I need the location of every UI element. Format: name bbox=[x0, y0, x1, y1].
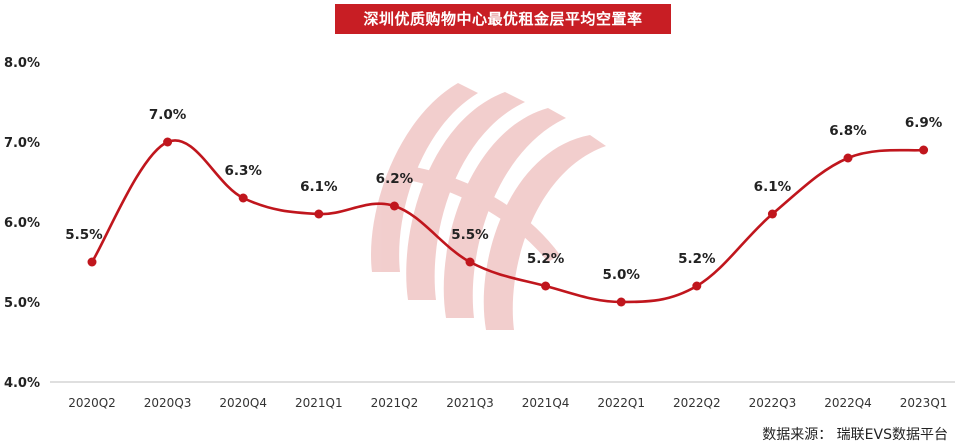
data-point[interactable] bbox=[314, 209, 324, 219]
data-label: 6.3% bbox=[224, 163, 262, 179]
data-point[interactable] bbox=[843, 153, 853, 163]
x-tick-label: 2020Q3 bbox=[144, 396, 192, 410]
data-point[interactable] bbox=[163, 137, 173, 147]
data-point[interactable] bbox=[692, 281, 702, 291]
data-point[interactable] bbox=[919, 145, 929, 155]
data-point[interactable] bbox=[465, 257, 475, 267]
data-point[interactable] bbox=[238, 193, 248, 203]
x-tick-label: 2022Q4 bbox=[824, 396, 872, 410]
data-labels: 5.5% 7.0% 6.3% 6.1% 6.2% 5.5% 5.2% 5.0% 5.2% 6.1%… bbox=[65, 107, 943, 283]
x-tick-label: 2022Q1 bbox=[597, 396, 645, 410]
y-tick-label: 6.0% bbox=[4, 216, 40, 231]
x-tick-label: 2020Q4 bbox=[219, 396, 267, 410]
data-label: 6.1% bbox=[754, 179, 792, 195]
x-tick-label: 2023Q1 bbox=[900, 396, 948, 410]
y-axis-ticks: 4.0% 5.0% 6.0% 7.0% 8.0% bbox=[4, 56, 40, 391]
data-label: 6.2% bbox=[376, 171, 414, 187]
data-label: 7.0% bbox=[149, 107, 187, 123]
x-axis-ticks: 2020Q2 2020Q3 2020Q4 2021Q1 2021Q2 2021Q3 2021… bbox=[68, 396, 947, 410]
data-label: 5.5% bbox=[65, 227, 103, 243]
data-label: 5.5% bbox=[451, 227, 489, 243]
x-tick-label: 2021Q2 bbox=[371, 396, 419, 410]
x-tick-label: 2022Q3 bbox=[749, 396, 797, 410]
source-note: 数据来源： 瑞联EVS数据平台 bbox=[762, 427, 948, 443]
y-tick-label: 8.0% bbox=[4, 56, 40, 71]
watermark-stroke bbox=[371, 83, 478, 272]
data-label: 5.2% bbox=[527, 251, 565, 267]
watermark-stroke bbox=[396, 165, 560, 262]
data-point[interactable] bbox=[541, 281, 551, 291]
x-tick-label: 2020Q2 bbox=[68, 396, 116, 410]
data-label: 6.9% bbox=[905, 115, 943, 131]
data-label: 5.0% bbox=[602, 267, 640, 283]
y-tick-label: 7.0% bbox=[4, 136, 40, 151]
data-point[interactable] bbox=[87, 257, 97, 267]
x-tick-label: 2021Q1 bbox=[295, 396, 343, 410]
x-tick-label: 2021Q4 bbox=[522, 396, 570, 410]
data-point[interactable] bbox=[616, 297, 626, 307]
chart-title: 深圳优质购物中心最优租金层平均空置率 bbox=[335, 4, 671, 34]
watermark-stroke bbox=[406, 92, 525, 300]
data-point[interactable] bbox=[767, 209, 777, 219]
x-tick-label: 2021Q3 bbox=[446, 396, 494, 410]
data-point[interactable] bbox=[389, 201, 399, 211]
data-label: 6.1% bbox=[300, 179, 338, 195]
y-tick-label: 5.0% bbox=[4, 296, 40, 311]
data-label: 6.8% bbox=[829, 123, 867, 139]
x-tick-label: 2022Q2 bbox=[673, 396, 721, 410]
y-tick-label: 4.0% bbox=[4, 376, 40, 391]
data-points bbox=[87, 137, 929, 307]
data-label: 5.2% bbox=[678, 251, 716, 267]
watermark-stroke bbox=[483, 135, 606, 330]
